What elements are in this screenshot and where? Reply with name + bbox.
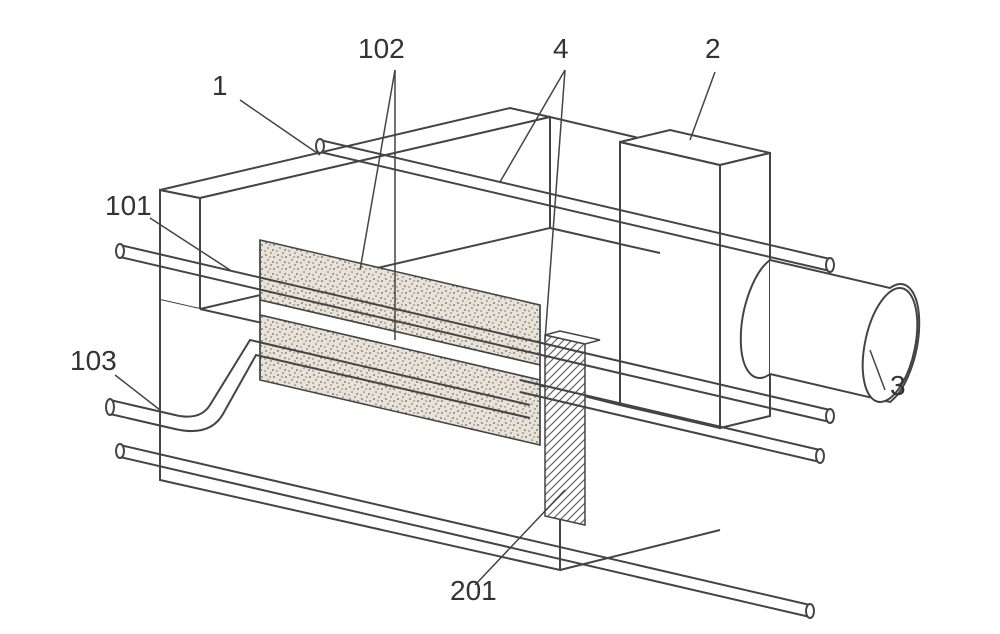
leader-103 [115,375,160,410]
label-201: 201 [450,575,497,606]
label-3: 3 [890,370,906,401]
hatched-strip [545,331,600,525]
label-4: 4 [553,33,569,64]
label-102: 102 [358,33,405,64]
label-101: 101 [105,190,152,221]
label-103: 103 [70,345,117,376]
technical-diagram: 1 102 4 2 101 103 3 201 [0,0,1000,634]
label-1: 1 [212,70,228,101]
left-wall-front [160,190,200,309]
leader-1 [240,100,320,155]
leader-2 [690,72,715,140]
label-2: 2 [705,33,721,64]
